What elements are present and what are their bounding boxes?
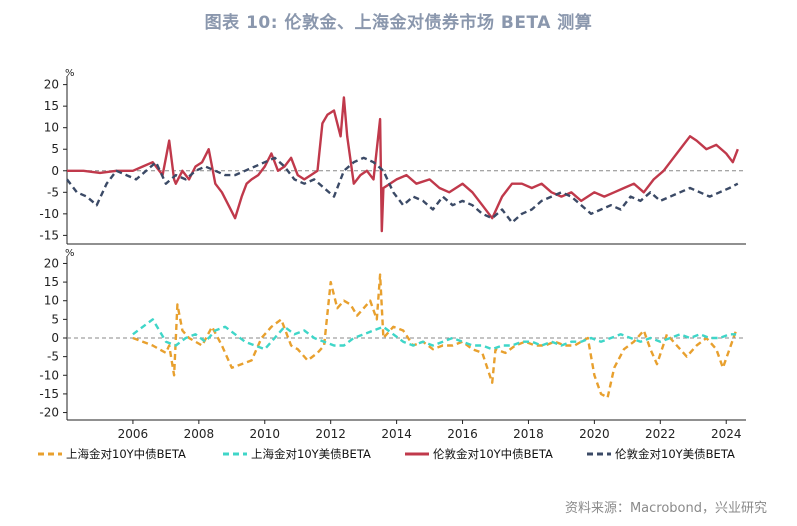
y-tick-label: 10 — [44, 121, 59, 135]
series-line-伦敦金对10Y中债BETA — [67, 96, 739, 233]
x-tick-label: 2006 — [118, 427, 149, 441]
x-tick-label: 2020 — [579, 427, 610, 441]
y-tick-label: 10 — [44, 294, 59, 308]
series-line-上海金对10Y美债BETA — [132, 318, 737, 351]
y-tick-label: 15 — [44, 99, 59, 113]
y-tick-label: 15 — [44, 275, 59, 289]
x-tick-label: 2014 — [381, 427, 412, 441]
y-tick-label: -5 — [47, 350, 59, 364]
x-tick-label: 2024 — [711, 427, 742, 441]
legend-label: 伦敦金对10Y中债BETA — [433, 447, 553, 461]
y-tick-label: -15 — [39, 387, 59, 401]
y-tick-label: 20 — [44, 256, 59, 270]
legend-label: 伦敦金对10Y美债BETA — [615, 447, 735, 461]
y-tick-label: 0 — [51, 331, 59, 345]
y-tick-label: 20 — [44, 78, 59, 92]
chart-title: 图表 10: 伦敦金、上海金对债券市场 BETA 测算 — [204, 13, 593, 33]
y-tick-label: -10 — [39, 207, 59, 221]
series-line-伦敦金对10Y美债BETA — [66, 156, 739, 224]
x-tick-label: 2016 — [447, 427, 478, 441]
unit-label-bottom: % — [65, 248, 75, 259]
y-tick-label: -10 — [39, 368, 59, 382]
y-tick-label: 5 — [51, 142, 59, 156]
x-tick-label: 2018 — [513, 427, 544, 441]
legend-label: 上海金对10Y中债BETA — [66, 447, 186, 461]
x-tick-label: 2022 — [645, 427, 676, 441]
y-tick-label: 0 — [51, 164, 59, 178]
y-tick-label: -5 — [47, 185, 59, 199]
y-tick-label: 5 — [51, 312, 59, 326]
source-note: 资料来源：Macrobond，兴业研究 — [564, 501, 767, 516]
series-line-上海金对10Y中债BETA — [132, 273, 738, 399]
y-tick-label: -20 — [39, 406, 59, 420]
x-tick-label: 2008 — [184, 427, 215, 441]
x-tick-label: 2010 — [249, 427, 280, 441]
unit-label-top: % — [65, 68, 75, 79]
x-tick-label: 2012 — [315, 427, 346, 441]
y-tick-label: -15 — [39, 228, 59, 242]
legend-label: 上海金对10Y美债BETA — [251, 447, 371, 461]
